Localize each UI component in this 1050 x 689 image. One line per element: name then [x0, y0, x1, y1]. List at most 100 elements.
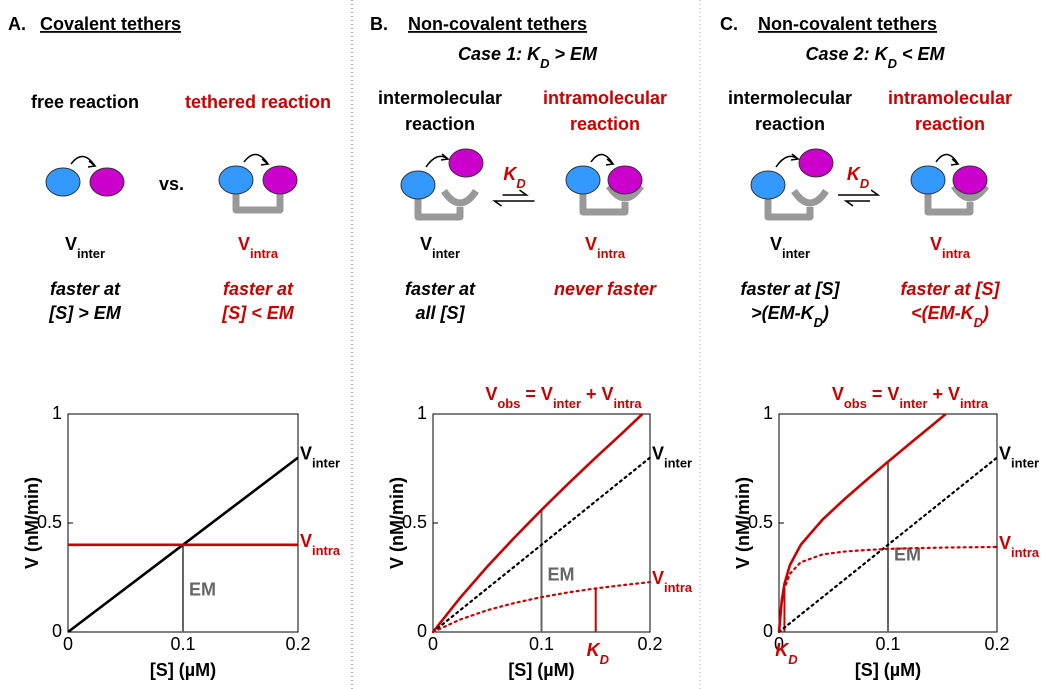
series-label: Vintra [300, 531, 341, 558]
note: <(EM-KD) [911, 303, 989, 330]
x-tick-label: 0 [63, 634, 73, 654]
binding-pocket [441, 188, 479, 207]
note: [S] < EM [221, 303, 295, 323]
note: faster at [50, 279, 121, 299]
x-axis-label: [S] (µM) [855, 660, 921, 680]
marker-label: EM [894, 545, 921, 565]
text-part: V [652, 568, 664, 588]
molecule [262, 165, 298, 195]
text-part: faster at [50, 279, 121, 299]
molecule [89, 167, 125, 197]
panel-label: A. [8, 14, 26, 34]
molecule [910, 165, 946, 195]
text-part: V [832, 384, 844, 404]
marker-label: EM [189, 579, 216, 599]
panel-subtitle: Case 2: KD < EM [806, 44, 946, 71]
arrow-head [260, 158, 270, 166]
subscript: intra [1011, 544, 1040, 559]
kd-label: KD [847, 164, 869, 191]
molecule [218, 165, 254, 195]
molecule [607, 165, 643, 195]
text-part: < EM [897, 44, 946, 64]
molecule [952, 165, 988, 195]
molecule [565, 165, 601, 195]
note: >(EM-KD) [751, 303, 829, 330]
reaction-arrow [425, 155, 449, 168]
y-tick-label: 0.5 [748, 512, 773, 532]
panel-label: B. [370, 14, 388, 34]
y-tick-label: 0.5 [37, 512, 62, 532]
caption: intramolecular [543, 88, 667, 108]
arrow-head [950, 158, 960, 166]
text-part: V [930, 234, 942, 254]
binding-pocket [606, 183, 644, 202]
series-label: Vinter [652, 444, 692, 471]
text-part: [S] > EM [48, 303, 122, 323]
note: faster at [405, 279, 476, 299]
x-tick-label: 0.2 [285, 634, 310, 654]
subscript: obs [497, 396, 520, 411]
subscript: inter [553, 396, 581, 411]
arrow-head [440, 153, 450, 161]
text-part: Case 1: K [458, 44, 542, 64]
series-line [777, 413, 947, 633]
x-tick-label: 0.1 [875, 634, 900, 654]
subscript: intra [597, 246, 626, 261]
y-axis-label: V (nM/min) [387, 477, 407, 569]
text-part: [S] < EM [221, 303, 295, 323]
molecule [448, 148, 484, 178]
arrow-head [87, 160, 97, 168]
subscript: D [540, 56, 549, 71]
series-label: Vinter [300, 444, 340, 471]
reaction-arrow [70, 155, 96, 167]
formula: Vobs = Vinter + Vintra [832, 384, 989, 411]
subscript: intra [312, 542, 341, 557]
series-line [431, 456, 652, 634]
series-line [431, 413, 644, 633]
tether [579, 190, 629, 216]
text-part: > EM [549, 44, 598, 64]
x-tick-label: 0.1 [529, 634, 554, 654]
text-part: V [999, 533, 1011, 553]
text-part: = V [867, 384, 900, 404]
y-tick-label: 0.5 [402, 512, 427, 532]
subscript: inter [899, 396, 927, 411]
y-tick-label: 0 [52, 621, 62, 641]
series-label: Vintra [652, 568, 693, 595]
tether [764, 195, 814, 221]
series-label: Vinter [999, 444, 1039, 471]
text-part: V [65, 234, 77, 254]
y-axis-label: V (nM/min) [733, 477, 753, 569]
note: faster at [223, 279, 294, 299]
y-tick-label: 1 [52, 403, 62, 423]
text-part: V [585, 234, 597, 254]
equilibrium-arrow [843, 200, 870, 207]
subscript: intra [250, 246, 279, 261]
equilibrium-arrow [838, 189, 881, 196]
arrow-head [790, 153, 800, 161]
series-line [777, 545, 999, 634]
text-part: EM [548, 565, 575, 585]
text-part: + V [928, 384, 961, 404]
text-part: all [S] [415, 303, 465, 323]
x-tick-label: 0.2 [984, 634, 1009, 654]
subscript: inter [432, 246, 460, 261]
text-part: EM [894, 545, 921, 565]
subscript: D [860, 176, 869, 191]
text-part: V [420, 234, 432, 254]
text-part: EM [189, 579, 216, 599]
caption: tethered reaction [185, 92, 331, 112]
rate-label: Vinter [65, 234, 105, 261]
subscript: inter [782, 246, 810, 261]
subscript: intra [960, 396, 989, 411]
panel-title: Covalent tethers [40, 14, 181, 34]
caption: intermolecular [378, 88, 502, 108]
y-tick-label: 1 [763, 403, 773, 423]
subscript: D [974, 315, 983, 330]
between: vs. [159, 174, 184, 194]
reaction-arrow [243, 153, 269, 165]
y-tick-label: 1 [417, 403, 427, 423]
note: never faster [554, 279, 657, 299]
molecule [798, 148, 834, 178]
